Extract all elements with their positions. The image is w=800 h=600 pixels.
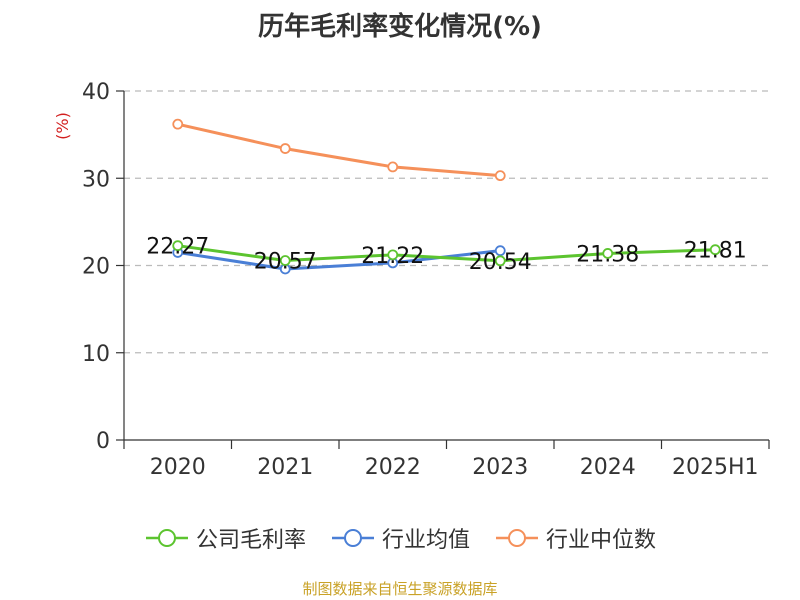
data-point: [494, 245, 506, 257]
x-tick-label: 2020: [150, 455, 206, 480]
data-point: [709, 244, 721, 256]
y-axis-label: (%): [53, 112, 72, 140]
data-point: [387, 161, 399, 173]
source-note: 制图数据来自恒生聚源数据库: [302, 580, 498, 598]
legend-marker-icon: [145, 529, 188, 547]
y-tick-label: 0: [96, 429, 110, 454]
legend-item-company[interactable]: 公司毛利率: [144, 522, 306, 554]
data-point: [494, 170, 506, 182]
data-point: [279, 143, 291, 154]
data-point: [602, 248, 614, 259]
x-tick-label: 2022: [365, 455, 421, 480]
series-line: [177, 244, 716, 263]
x-tick-label: 2023: [472, 455, 528, 480]
data-label: 21.81: [684, 239, 747, 264]
data-point: [172, 118, 184, 130]
x-tick-label: 2025H1: [672, 455, 759, 480]
data-point: [494, 255, 506, 267]
data-label: 22.27: [146, 235, 209, 260]
y-tick-label: 10: [82, 342, 110, 367]
y-tick-label: 40: [82, 80, 110, 105]
data-point: [279, 255, 291, 266]
legend-item-industry-mean[interactable]: 行业均值: [330, 522, 470, 554]
legend-marker-icon: [496, 529, 538, 547]
data-label: 21.22: [361, 244, 424, 269]
data-label: 20.57: [254, 250, 317, 275]
legend-item-industry-median[interactable]: 行业中位数: [494, 522, 656, 554]
data-point: [172, 240, 184, 252]
legend-label: 行业均值: [381, 528, 470, 553]
chart-title: 历年毛利率变化情况(%): [258, 12, 542, 42]
data-label: 20.54: [469, 250, 532, 275]
y-tick-label: 30: [82, 167, 110, 192]
x-tick-label: 2024: [580, 455, 636, 480]
data-label: 21.38: [576, 242, 639, 267]
data-point: [387, 249, 399, 261]
legend-marker-icon: [331, 529, 374, 547]
y-tick-label: 20: [82, 255, 110, 280]
legend: 公司毛利率 行业均值 行业中位数: [0, 522, 800, 554]
legend-label: 公司毛利率: [195, 528, 306, 553]
legend-label: 行业中位数: [546, 528, 657, 553]
series-line: [177, 122, 501, 178]
x-tick-label: 2021: [257, 455, 313, 480]
